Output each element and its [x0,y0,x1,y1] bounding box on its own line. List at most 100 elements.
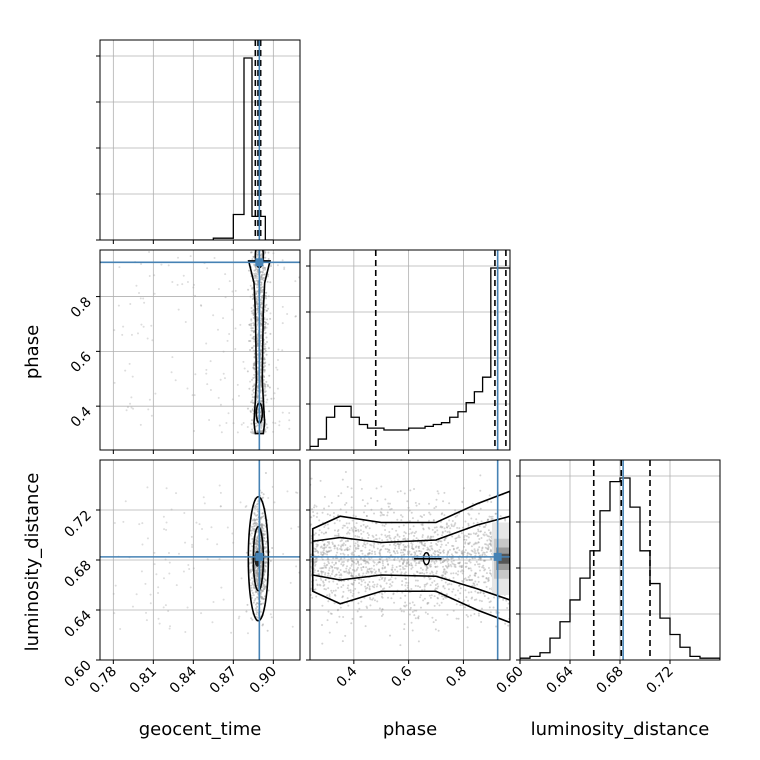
sample-point [490,544,493,547]
sample-point [255,572,258,575]
sample-point [372,597,375,600]
sample-point [350,622,353,625]
sample-point [341,478,344,481]
contour-outer [247,495,270,622]
sample-point [440,513,443,516]
sample-point [236,383,239,386]
sample-point [327,562,330,565]
sample-point [119,627,122,630]
sample-point [393,558,396,561]
sample-point [227,412,230,415]
sample-point [267,496,270,499]
sample-point [388,551,391,554]
sample-point [328,580,331,583]
sample-point [148,398,151,401]
sample-point [168,561,171,564]
sample-point [262,597,265,600]
sample-point [411,558,414,561]
sample-point [371,570,374,573]
sample-point [337,514,340,517]
x-tick-label: 0.64 [543,663,576,696]
sample-point [346,549,349,552]
sample-point [443,560,446,563]
sample-point [487,546,490,549]
panel-frame [99,39,301,241]
sample-point [177,256,180,259]
sample-point [428,527,431,530]
sample-point [321,566,324,569]
sample-point [478,599,481,602]
sample-point [404,532,407,535]
sample-point [401,561,404,564]
sample-point [253,340,256,343]
sample-point [252,322,255,325]
sample-point [218,424,221,427]
sample-point [332,512,335,515]
sample-point [401,583,404,586]
sample-point [431,581,434,584]
sample-point [360,532,363,535]
sample-point [126,406,129,409]
sample-point [479,557,482,560]
sample-point [404,594,407,597]
sample-point [310,558,313,561]
sample-point [346,560,349,563]
sample-point [238,615,241,618]
sample-point [364,562,367,565]
sample-point [261,291,264,294]
sample-point [256,323,259,326]
sample-point [142,325,145,328]
sample-point [444,537,447,540]
sample-point [454,537,457,540]
sample-point [256,605,259,608]
sample-point [387,502,390,505]
sample-point [487,567,490,570]
sample-point [338,519,341,522]
sample-point [426,567,429,570]
sample-point [411,601,414,604]
sample-point [142,297,145,300]
sample-point [351,560,354,563]
sample-point [353,569,356,572]
sample-point [439,551,442,554]
sample-point [356,540,359,543]
sample-point [367,562,370,565]
sample-point [388,536,391,539]
sample-point [450,572,453,575]
sample-point [495,625,498,628]
sample-point [446,557,449,560]
sample-point [317,572,320,575]
sample-point [425,583,428,586]
sample-point [135,593,138,596]
sample-point [401,551,404,554]
sample-point [206,267,209,270]
sample-point [452,609,455,612]
sample-point [489,548,492,551]
sample-point [130,406,133,409]
sample-point [408,520,411,523]
sample-point [312,514,315,517]
sample-point [209,360,212,363]
sample-point [477,614,480,617]
sample-point [443,568,446,571]
sample-point [260,328,263,331]
sample-point [467,542,470,545]
sample-point [354,527,357,530]
sample-point [332,557,335,560]
sample-point [147,408,150,411]
sample-point [256,273,259,276]
sample-point [408,563,411,566]
sample-point [420,541,423,544]
sample-point [458,536,461,539]
sample-point [483,569,486,572]
sample-point [339,547,342,550]
sample-point [320,531,323,534]
sample-point [191,543,194,546]
sample-point [333,602,336,605]
sample-point [414,579,417,582]
sample-point [313,506,316,509]
sample-point [219,505,222,508]
sample-point [264,323,267,326]
sample-point [354,534,357,537]
sample-point [334,562,337,565]
